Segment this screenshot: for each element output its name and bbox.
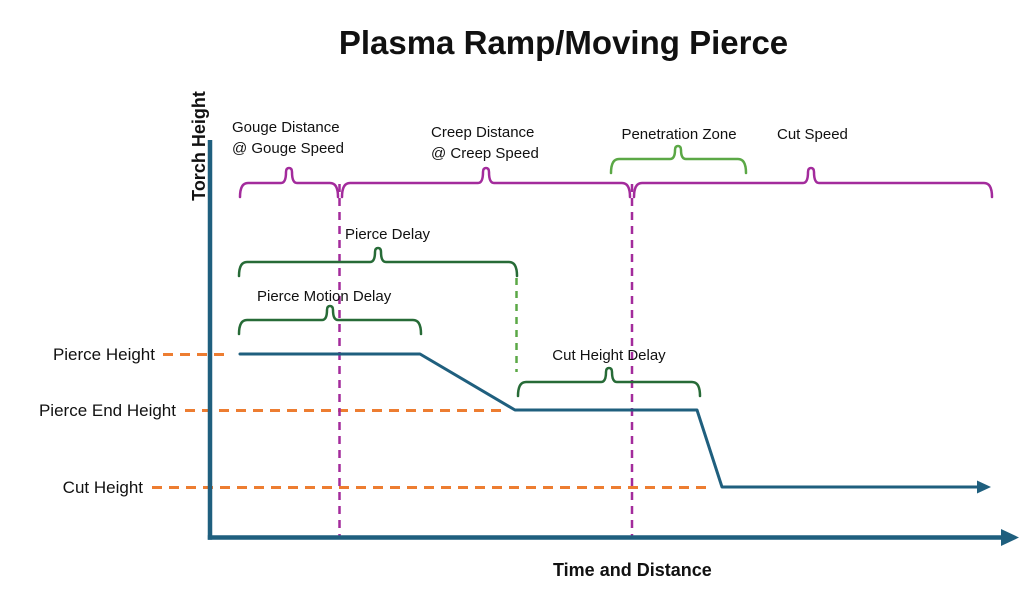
pierce-motion-delay-label: Pierce Motion Delay [257,288,392,305]
gouge-distance-brace [238,166,340,199]
cut-speed-label: Cut Speed [777,126,848,143]
creep-distance-label: Creep Distance @ Creep Speed [431,124,539,162]
diagram-title: Plasma Ramp/Moving Pierce [338,24,789,61]
torch-height-profile-line [238,352,984,489]
pierce-delay-brace [237,246,519,278]
cut-height-label: Cut Height [62,478,143,497]
penetration-zone-label: Penetration Zone [621,126,737,143]
penetration-zone-brace [609,144,748,175]
cut-speed-brace [632,166,994,199]
cut-height-delay-label: Cut Height Delay [552,347,666,364]
pierce-end-height-label: Pierce End Height [38,401,176,420]
torch-profile-arrowhead [977,480,991,494]
cut-height-delay-brace [516,366,702,398]
x-axis-arrowhead [1001,529,1019,546]
x-axis-label: Time and Distance [553,560,712,580]
creep-distance-brace [340,166,632,199]
pierce-motion-delay-brace [237,304,423,336]
y-axis-label: Torch Height [189,91,209,201]
gouge-distance-label: Gouge Distance @ Gouge Speed [232,119,344,157]
pierce-height-label: Pierce Height [52,345,155,364]
pierce-delay-label: Pierce Delay [345,226,431,243]
